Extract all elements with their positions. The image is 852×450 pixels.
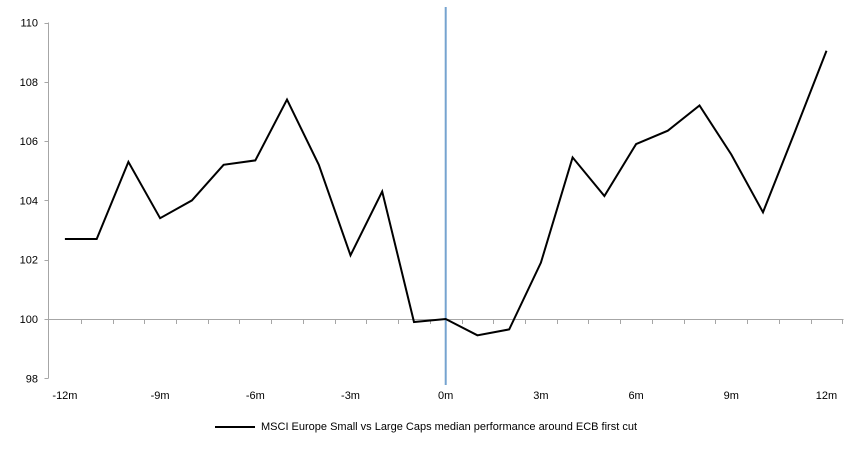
- x-axis-label: 12m: [816, 390, 837, 402]
- legend-label: MSCI Europe Small vs Large Caps median p…: [261, 421, 637, 433]
- y-axis-label: 110: [20, 18, 38, 30]
- y-axis-label: 98: [26, 373, 38, 385]
- x-axis-label: 3m: [533, 390, 548, 402]
- legend-line-swatch: [215, 426, 255, 428]
- x-axis-label: -3m: [341, 390, 360, 402]
- y-axis-label: 104: [20, 195, 38, 207]
- x-axis-label: 0m: [438, 390, 453, 402]
- x-axis-label: -12m: [52, 390, 77, 402]
- legend: MSCI Europe Small vs Large Caps median p…: [0, 418, 852, 436]
- y-axis-label: 108: [20, 77, 38, 89]
- x-axis-label: 9m: [724, 390, 739, 402]
- x-axis-label: -6m: [246, 390, 265, 402]
- y-axis-label: 100: [20, 314, 38, 326]
- series-line: [64, 50, 828, 337]
- y-axis-label: 102: [20, 255, 38, 267]
- x-axis-label: 6m: [628, 390, 643, 402]
- y-axis-label: 106: [20, 136, 38, 148]
- x-axis-label: -9m: [151, 390, 170, 402]
